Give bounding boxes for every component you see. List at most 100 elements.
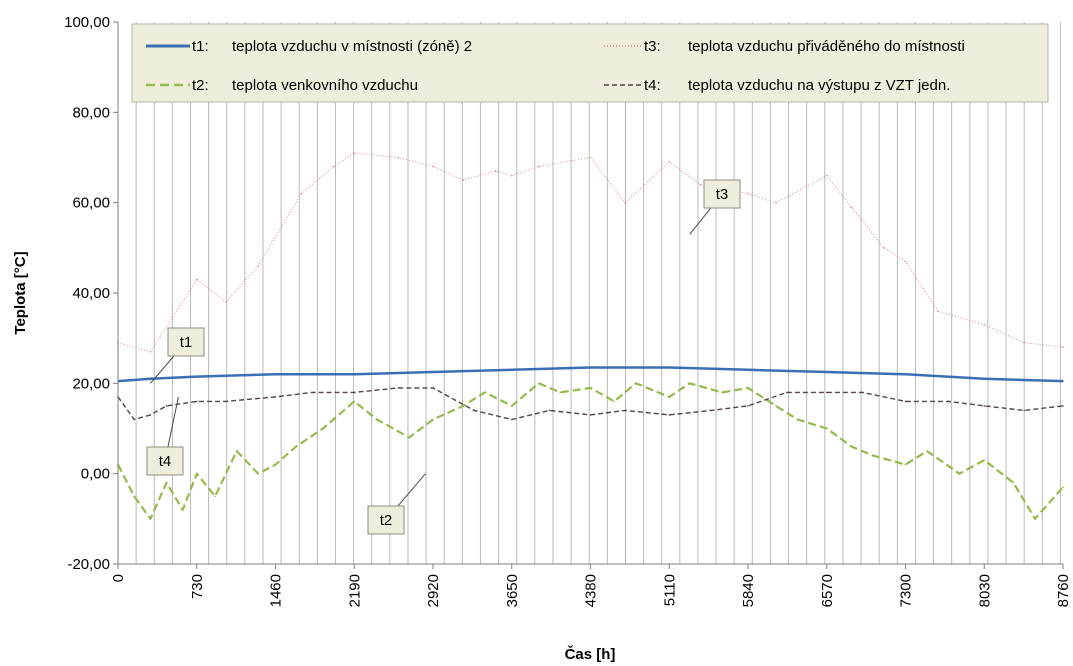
- series-t2-point: [635, 382, 637, 385]
- series-t2-point: [295, 445, 297, 448]
- series-t3-point: [511, 174, 513, 177]
- y-tick-label: 100,00: [64, 14, 110, 31]
- series-t4-point: [668, 414, 671, 416]
- series-t4-point: [274, 396, 277, 398]
- series-t3-point: [1023, 341, 1025, 344]
- legend-label-t1: teplota vzduchu v místnosti (zóně) 2: [232, 38, 472, 55]
- series-t3-point: [537, 165, 540, 168]
- series-t4-point: [473, 409, 475, 412]
- x-tick-label: 2920: [425, 574, 442, 607]
- series-t2-point: [904, 463, 907, 466]
- series-t2-point: [274, 463, 277, 466]
- series-t3-point: [494, 170, 497, 172]
- series-t1-point: [668, 366, 671, 369]
- series-t3-point: [225, 301, 227, 303]
- series-t3-point: [462, 179, 465, 181]
- legend-item-t4: t4: teplota vzduchu na výstupu z VZT jed…: [604, 77, 950, 94]
- y-tick-label: 40,00: [72, 285, 110, 302]
- x-tick-label: 4380: [583, 574, 600, 607]
- series-t3-point: [432, 165, 434, 168]
- series-t4-point: [311, 391, 314, 394]
- series-t4-point: [1023, 409, 1025, 412]
- series-t4-point: [983, 405, 986, 407]
- x-tick-label: 0: [110, 574, 127, 582]
- series-t3-line: [117, 152, 1064, 353]
- x-tick-label: 5110: [661, 574, 678, 606]
- series-t4-point: [133, 418, 135, 421]
- series-t3-point: [826, 174, 828, 177]
- series-t3-point: [149, 350, 152, 353]
- series-t4-point: [196, 400, 198, 403]
- series-t2-point: [1012, 481, 1015, 484]
- callout-t1-label: t1: [180, 334, 193, 351]
- legend-item-t2: t2: teplota venkovního vzduchu: [146, 77, 418, 94]
- legend-label-t3: teplota vzduchu přiváděného do místnosti: [688, 38, 965, 55]
- series-t2-point: [181, 509, 184, 511]
- series-t2-point: [796, 418, 799, 421]
- series-t1-point: [149, 378, 152, 380]
- series-t2-point: [958, 472, 961, 475]
- y-tick-label: 20,00: [72, 375, 110, 392]
- legend-label-t4: teplota vzduchu na výstupu z VZT jedn.: [688, 77, 950, 94]
- y-tick-labels: -20,00 0,00 20,00 40,00 60,00 80,00 100,00: [64, 14, 118, 573]
- series-t2-point: [484, 391, 486, 394]
- series-t3-point: [257, 265, 260, 267]
- x-tick-label: 2190: [346, 574, 363, 607]
- legend-code-t4: t4:: [644, 77, 661, 94]
- series-t2-point: [775, 405, 777, 407]
- series-t4-point: [353, 391, 356, 394]
- series-t4-point: [904, 400, 907, 403]
- y-tick-label: 60,00: [72, 195, 110, 212]
- series-t3-point: [983, 323, 986, 326]
- series-t2-point: [559, 391, 562, 394]
- series-t2-point: [747, 387, 749, 389]
- x-tick-label: 3650: [504, 574, 521, 607]
- series-t3-point: [397, 156, 400, 159]
- y-tick-label: 80,00: [72, 104, 110, 121]
- series-t3-point: [196, 278, 198, 281]
- series-t3-point: [1062, 346, 1064, 349]
- legend-label-t2: teplota venkovního vzduchu: [232, 77, 418, 94]
- callout-t2-box: [367, 505, 405, 535]
- series-t2-point: [353, 400, 356, 403]
- series-t2-point: [432, 418, 434, 421]
- legend-code-t2: t2:: [192, 77, 209, 94]
- x-tick-label: 1460: [268, 574, 285, 607]
- series-t2-point: [1062, 486, 1064, 489]
- series-t2-point: [235, 450, 238, 452]
- callout-t4-box: [146, 446, 184, 476]
- series-t3-point: [904, 260, 907, 263]
- series-t2-point: [214, 495, 216, 498]
- series-t2-point: [537, 382, 540, 385]
- series-t2-point: [165, 481, 168, 484]
- series-t1-point: [826, 371, 828, 373]
- series-t4-point: [225, 400, 227, 403]
- series-t4-point: [149, 414, 152, 416]
- series-t4-point: [511, 418, 513, 421]
- callout-t2-label: t2: [380, 512, 393, 529]
- series-layer: [117, 152, 1064, 520]
- legend-item-t3: t3: teplota vzduchu přiváděného do místn…: [604, 38, 965, 55]
- series-t2-point: [926, 450, 928, 452]
- series-t4-point: [589, 414, 592, 416]
- series-t3-point: [937, 310, 939, 312]
- legend-item-t1: t1: teplota vzduchu v místnosti (zóně) 2: [146, 38, 472, 55]
- series-t2-point: [376, 418, 378, 421]
- series-t1-point: [511, 369, 513, 371]
- series-t2-point: [511, 405, 513, 407]
- series-t3-point: [300, 192, 303, 195]
- x-tick-labels: 0 730 1460 2190 2920 3650 4380 5110 5840 6570 7300…: [110, 564, 1072, 607]
- x-tick-label: 8760: [1055, 574, 1072, 607]
- y-axis-title: Teplota [°C]: [12, 251, 29, 334]
- series-t2-point: [133, 495, 135, 498]
- series-t1-point: [1062, 380, 1064, 382]
- series-t2-point: [257, 472, 260, 475]
- series-t4-point: [1062, 405, 1064, 407]
- series-t2-point: [872, 454, 874, 457]
- series-t4-point: [548, 409, 551, 412]
- series-t2-point: [1034, 518, 1036, 520]
- series-t4-point: [397, 387, 400, 389]
- series-t2-point: [721, 391, 723, 394]
- series-t2-point: [613, 400, 615, 403]
